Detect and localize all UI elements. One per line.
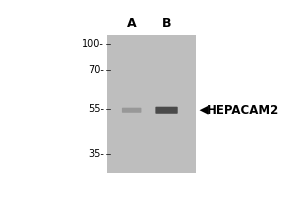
Text: HEPACAM2: HEPACAM2 [207,104,280,117]
Text: A: A [127,17,136,30]
Bar [107,35,196,173]
Text: B: B [162,17,171,30]
Text: 70-: 70- [88,65,104,75]
FancyBboxPatch shape [122,108,141,113]
Text: 100-: 100- [82,39,104,49]
Text: 55-: 55- [88,104,104,114]
FancyBboxPatch shape [155,107,178,114]
Text: 35-: 35- [88,149,104,159]
